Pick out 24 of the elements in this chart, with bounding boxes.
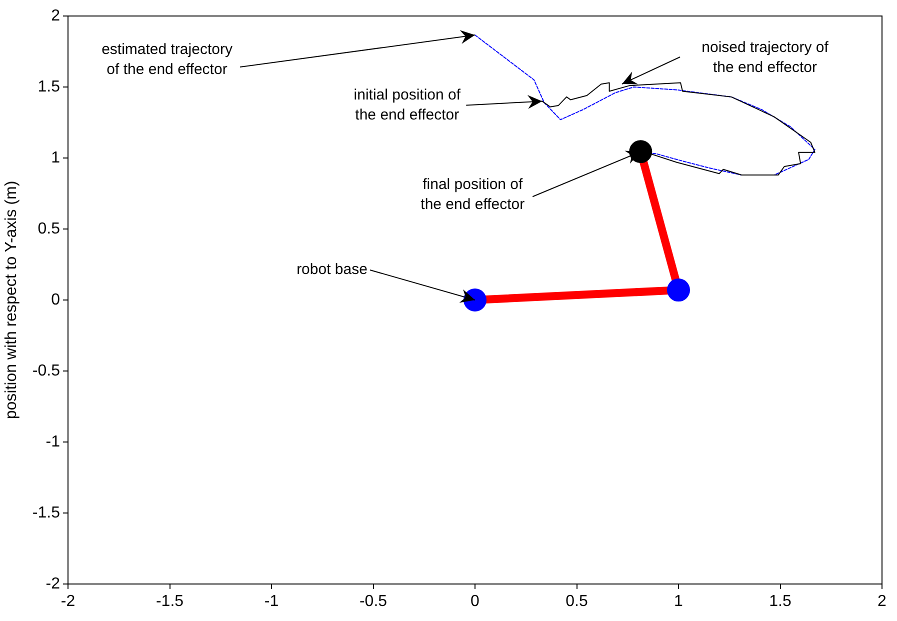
y-tick-label: 0: [51, 291, 60, 308]
x-tick-label: 1.5: [769, 593, 792, 610]
y-tick-label: 1.5: [38, 78, 60, 96]
x-tick-label: 0.5: [566, 593, 588, 610]
x-tick-label: 1: [674, 593, 684, 610]
annotation: robot base: [296, 261, 368, 278]
x-tick-label: 2: [878, 593, 887, 610]
x-tick-label: -0.5: [359, 593, 388, 610]
y-tick-label: -1: [46, 433, 60, 450]
y-tick-label: 2: [51, 7, 60, 24]
y-tick-label: -0.5: [32, 362, 60, 380]
y-axis-title: position with respect to Y-axis (m): [3, 180, 20, 420]
x-tick-label: -1.5: [156, 593, 184, 610]
annotation: noised trajectory of the end effector: [702, 39, 830, 76]
annotation: estimated trajectory of the end effector: [102, 41, 233, 78]
annotation: initial position of the end effector: [354, 86, 462, 124]
y-tick-label: 1: [51, 149, 60, 166]
x-tick-label: 0: [470, 593, 480, 610]
y-tick-label: 0.5: [38, 220, 60, 238]
point: [667, 278, 690, 302]
y-tick-label: -2: [46, 575, 60, 592]
annotation: final position of the end effector: [420, 176, 525, 213]
y-tick-label: -1.5: [32, 504, 60, 522]
x-tick-label: -1: [264, 593, 279, 610]
